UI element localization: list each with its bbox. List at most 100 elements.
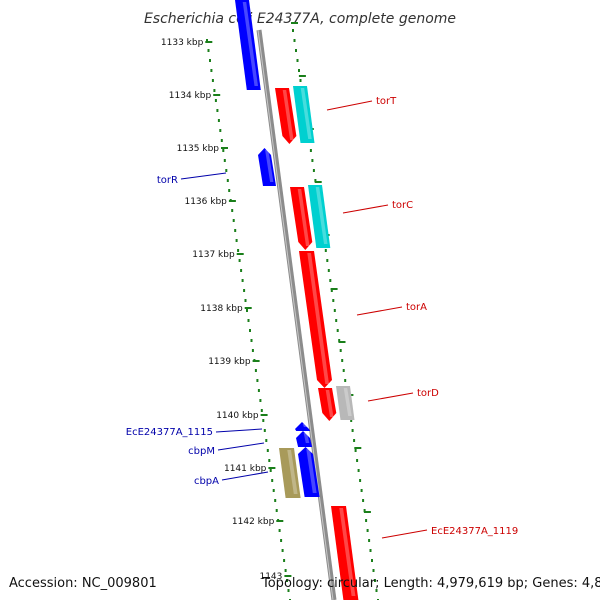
reverse-gene-feature[interactable] [296, 431, 313, 447]
gene-label-ece24377a_1119[interactable]: EcE24377A_1119 [381, 526, 518, 539]
ruler-dot [359, 479, 362, 482]
ruler-dot [353, 439, 356, 442]
ruler-dot [360, 489, 363, 492]
gene-label-leader-line [326, 100, 373, 111]
ruler-dot [219, 129, 222, 132]
ruler-dot [366, 529, 369, 532]
tick-mark [314, 181, 322, 183]
ruler-dot [231, 209, 234, 212]
ruler-dot [375, 589, 378, 592]
reverse-gene-feature-sheen [302, 424, 308, 427]
ruler-dot [210, 69, 213, 72]
ruler-dot [374, 579, 376, 582]
gene-label-tora[interactable]: torA [356, 302, 427, 316]
forward-gene-feature-sheen [339, 508, 356, 596]
forward-gene-feature-sheen [297, 189, 310, 246]
reverse-gene-feature[interactable] [258, 148, 276, 186]
ruler-dot [274, 499, 277, 502]
ruler-dot [238, 259, 241, 262]
ruler-dot [332, 299, 335, 302]
ruler-dot [324, 249, 327, 252]
ruler-dot [314, 179, 317, 182]
tick-mark [244, 307, 252, 309]
gene-label-leader-line [180, 172, 227, 180]
gene-label-text: cbpM [188, 446, 215, 457]
forward-gene-feature[interactable] [290, 187, 313, 250]
ruler-dot [293, 39, 296, 42]
cyan-feature[interactable] [308, 185, 331, 248]
forward-gene-feature-body [318, 388, 337, 421]
ruler-dot [354, 449, 357, 452]
ruler-dot [243, 289, 246, 292]
accession-text: Accession: NC_009801 [9, 576, 157, 591]
genome-summary-text: Topology: circular; Length: 4,979,619 bp… [261, 576, 600, 591]
tick-mark [228, 200, 236, 202]
ruler-dot [357, 469, 360, 472]
gene-label-torc[interactable]: torC [342, 200, 413, 214]
olive-feature[interactable] [279, 448, 301, 498]
cyan-feature-sheen [315, 187, 328, 244]
grey-feature[interactable] [336, 386, 355, 420]
forward-gene-feature[interactable] [299, 251, 332, 388]
cyan-feature[interactable] [293, 86, 315, 143]
ruler-dot [335, 319, 338, 322]
ruler-dot [249, 329, 251, 332]
tick-mark [354, 447, 362, 449]
gene-label-cbpm[interactable]: cbpM [188, 442, 265, 457]
gene-label-text: torT [376, 96, 397, 107]
ruler-dot [246, 309, 248, 312]
cyan-feature-body [308, 185, 331, 248]
tick-mark [252, 360, 260, 362]
ruler-dot [309, 149, 312, 152]
ruler-dot [286, 579, 288, 582]
ruler-dot [260, 409, 263, 412]
ruler-dot [338, 339, 341, 342]
gene-label-tord[interactable]: torD [367, 388, 439, 402]
ruler-dot [278, 529, 281, 532]
ruler-dot [220, 139, 223, 142]
ruler-dot [287, 589, 290, 592]
gene-label-torr[interactable]: torR [157, 172, 227, 186]
gene-label-text: torC [392, 200, 413, 211]
forward-gene-feature-body [290, 187, 313, 250]
grey-feature-body [336, 386, 355, 420]
reverse-gene-feature-sheen [306, 449, 317, 493]
gene-features [235, 0, 359, 600]
reverse-gene-feature[interactable] [298, 447, 320, 497]
ruler-dot [268, 459, 271, 462]
ruler-dot [299, 79, 302, 82]
ruler-dot [217, 119, 220, 122]
gene-label-tort[interactable]: torT [326, 96, 397, 111]
ruler-dot [265, 439, 268, 442]
ruler-dot [312, 169, 315, 172]
forward-gene-feature-sheen [282, 90, 294, 140]
tick-mark [236, 253, 244, 255]
forward-gene-feature-body [299, 251, 332, 388]
forward-gene-feature[interactable] [275, 88, 297, 144]
forward-gene-feature[interactable] [318, 388, 337, 421]
gene-label-cbpa[interactable]: cbpA [194, 471, 269, 487]
gene-label-leader-line [342, 204, 389, 214]
gene-label-leader-line [381, 529, 428, 539]
olive-feature-body [279, 448, 301, 498]
map-title: Escherichia coli E24377A, complete genom… [144, 11, 456, 27]
ruler-dot [326, 259, 329, 262]
gene-label-text: EcE24377A_1115 [126, 427, 213, 438]
tick-mark [338, 341, 346, 343]
ruler-dot [240, 269, 243, 272]
forward-gene-feature[interactable] [331, 506, 359, 600]
ruler-dot [296, 59, 299, 62]
ruler-dot [284, 569, 287, 572]
ruler-dot [341, 359, 344, 362]
ruler-dot [244, 299, 247, 302]
ruler-dot [363, 509, 366, 512]
tick-label: 1141 kbp [224, 464, 267, 474]
tick-label: 1135 kbp [177, 144, 220, 154]
reverse-gene-feature[interactable] [235, 0, 261, 90]
ruler-dot [234, 229, 237, 232]
ruler-dot [365, 519, 368, 522]
gene-label-ece24377a_1115[interactable]: EcE24377A_1115 [126, 427, 263, 438]
ruler-dot [232, 219, 235, 222]
ruler-dot [368, 539, 371, 542]
reverse-gene-feature[interactable] [295, 422, 311, 431]
